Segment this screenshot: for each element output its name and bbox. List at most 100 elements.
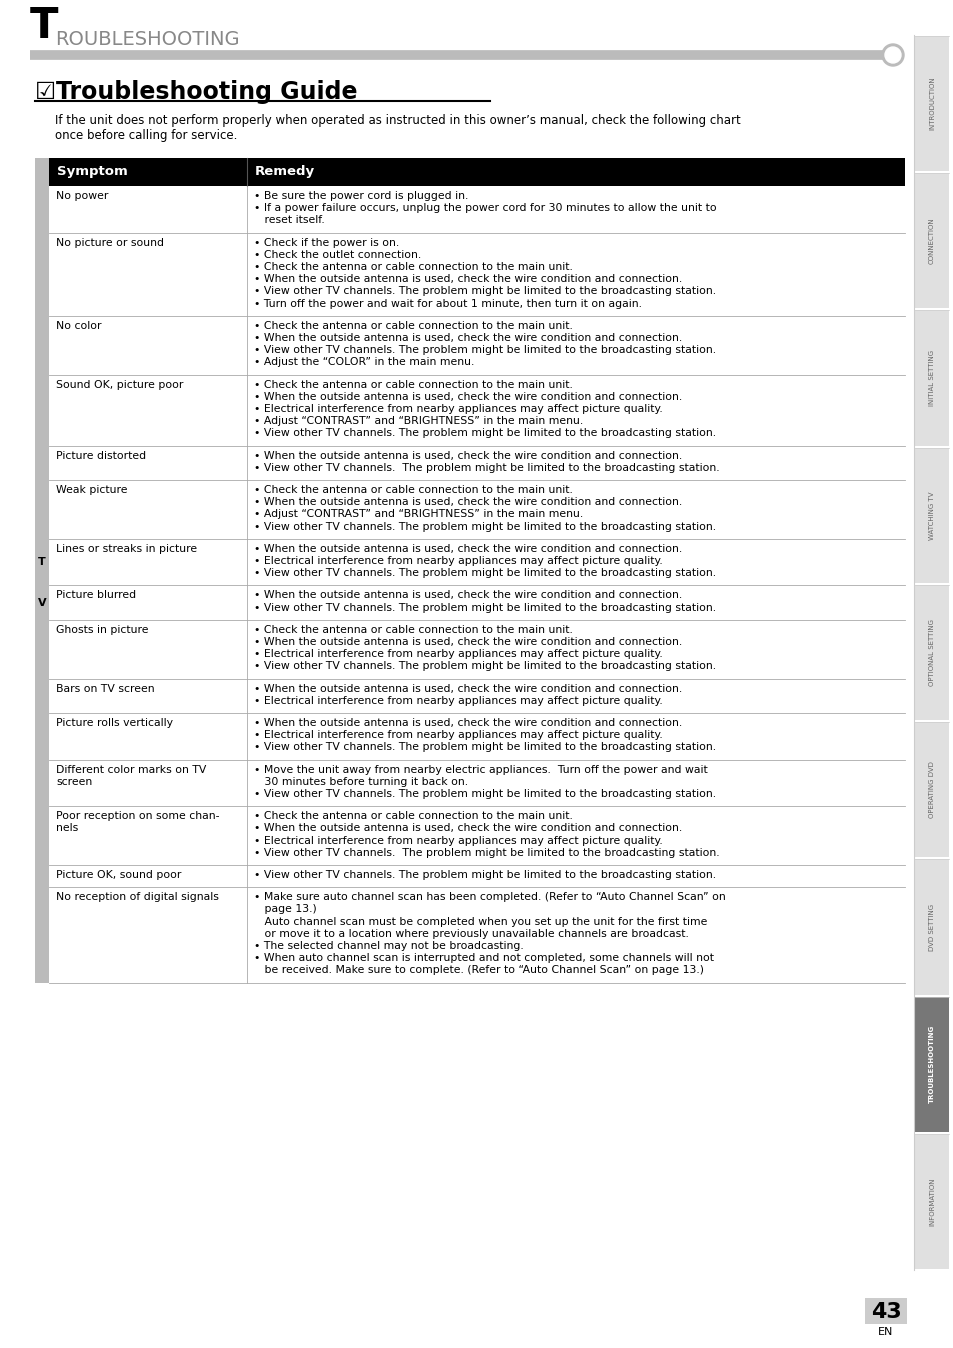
Text: Bars on TV screen: Bars on TV screen	[56, 683, 154, 694]
Text: • When the outside antenna is used, check the wire condition and connection.: • When the outside antenna is used, chec…	[253, 718, 681, 728]
Text: Lines or streaks in picture: Lines or streaks in picture	[56, 543, 197, 554]
Text: INTRODUCTION: INTRODUCTION	[928, 77, 934, 131]
Bar	[914, 174, 948, 309]
Text: be received. Make sure to complete. (Refer to “Auto Channel Scan” on page 13.): be received. Make sure to complete. (Ref…	[253, 965, 703, 976]
Text: • Check the antenna or cable connection to the main unit.: • Check the antenna or cable connection …	[253, 321, 572, 330]
Text: • When the outside antenna is used, check the wire condition and connection.: • When the outside antenna is used, chec…	[253, 333, 681, 342]
Bar	[49, 539, 904, 585]
Text: If the unit does not perform properly when operated as instructed in this owner’: If the unit does not perform properly wh…	[55, 115, 740, 127]
Text: Picture blurred: Picture blurred	[56, 590, 136, 600]
Text: or move it to a location where previously unavailable channels are broadcast.: or move it to a location where previousl…	[253, 929, 688, 938]
Text: • When the outside antenna is used, check the wire condition and connection.: • When the outside antenna is used, chec…	[253, 824, 681, 833]
Text: Picture OK, sound poor: Picture OK, sound poor	[56, 869, 181, 880]
Bar	[49, 865, 904, 887]
Text: CONNECTION: CONNECTION	[928, 217, 934, 264]
Text: • Turn off the power and wait for about 1 minute, then turn it on again.: • Turn off the power and wait for about …	[253, 299, 641, 309]
Text: Poor reception on some chan-: Poor reception on some chan-	[56, 811, 219, 821]
Text: • Check the antenna or cable connection to the main unit.: • Check the antenna or cable connection …	[253, 380, 572, 390]
Text: • Check the antenna or cable connection to the main unit.: • Check the antenna or cable connection …	[253, 262, 572, 272]
Text: Different color marks on TV: Different color marks on TV	[56, 764, 206, 775]
Text: INITIAL SETTING: INITIAL SETTING	[928, 350, 934, 406]
Text: • Move the unit away from nearby electric appliances.  Turn off the power and wa: • Move the unit away from nearby electri…	[253, 764, 707, 775]
Bar	[49, 480, 904, 539]
Text: Picture rolls vertically: Picture rolls vertically	[56, 718, 172, 728]
Bar	[914, 585, 948, 720]
Text: • Adjust the “COLOR” in the main menu.: • Adjust the “COLOR” in the main menu.	[253, 357, 474, 368]
Text: • View other TV channels. The problem might be limited to the broadcasting stati: • View other TV channels. The problem mi…	[253, 743, 716, 752]
Text: • Be sure the power cord is plugged in.: • Be sure the power cord is plugged in.	[253, 191, 468, 201]
Bar	[35, 158, 49, 983]
Bar	[49, 446, 904, 480]
Text: Symptom: Symptom	[57, 166, 128, 178]
Bar	[49, 315, 904, 375]
Text: Troubleshooting Guide: Troubleshooting Guide	[56, 80, 357, 104]
Bar	[49, 375, 904, 446]
Text: • Make sure auto channel scan has been completed. (Refer to “Auto Channel Scan” : • Make sure auto channel scan has been c…	[253, 892, 725, 902]
Text: • Check the antenna or cable connection to the main unit.: • Check the antenna or cable connection …	[253, 811, 572, 821]
Bar	[49, 760, 904, 806]
Text: • View other TV channels. The problem might be limited to the broadcasting stati: • View other TV channels. The problem mi…	[253, 603, 716, 612]
Bar	[914, 723, 948, 857]
Text: reset itself.: reset itself.	[253, 216, 324, 225]
Text: • Electrical interference from nearby appliances may affect picture quality.: • Electrical interference from nearby ap…	[253, 404, 662, 414]
Text: No reception of digital signals: No reception of digital signals	[56, 892, 218, 902]
Text: • View other TV channels. The problem might be limited to the broadcasting stati: • View other TV channels. The problem mi…	[253, 869, 716, 880]
Bar	[49, 620, 904, 678]
Bar	[49, 233, 904, 315]
Text: • Check the outlet connection.: • Check the outlet connection.	[253, 249, 421, 260]
Text: • View other TV channels. The problem might be limited to the broadcasting stati: • View other TV channels. The problem mi…	[253, 345, 716, 356]
Bar	[49, 158, 904, 186]
Bar	[914, 996, 948, 1132]
Text: • Adjust “CONTRAST” and “BRIGHTNESS” in the main menu.: • Adjust “CONTRAST” and “BRIGHTNESS” in …	[253, 417, 582, 426]
Bar	[49, 186, 904, 233]
Text: • When auto channel scan is interrupted and not completed, some channels will no: • When auto channel scan is interrupted …	[253, 953, 713, 964]
Text: Picture distorted: Picture distorted	[56, 450, 146, 461]
Bar	[49, 585, 904, 620]
Text: • When the outside antenna is used, check the wire condition and connection.: • When the outside antenna is used, chec…	[253, 392, 681, 402]
Text: screen: screen	[56, 776, 92, 787]
Text: Ghosts in picture: Ghosts in picture	[56, 625, 149, 635]
Text: TROUBLESHOOTING: TROUBLESHOOTING	[928, 1024, 934, 1103]
Text: • View other TV channels. The problem might be limited to the broadcasting stati: • View other TV channels. The problem mi…	[253, 522, 716, 531]
Text: • When the outside antenna is used, check the wire condition and connection.: • When the outside antenna is used, chec…	[253, 274, 681, 284]
Bar	[914, 859, 948, 995]
Text: V: V	[38, 597, 47, 608]
Text: • Electrical interference from nearby appliances may affect picture quality.: • Electrical interference from nearby ap…	[253, 731, 662, 740]
Bar	[914, 1134, 948, 1268]
Text: nels: nels	[56, 824, 78, 833]
Text: T: T	[30, 5, 58, 47]
Text: • View other TV channels. The problem might be limited to the broadcasting stati: • View other TV channels. The problem mi…	[253, 789, 716, 799]
Text: OPTIONAL SETTING: OPTIONAL SETTING	[928, 619, 934, 686]
Text: 43: 43	[870, 1302, 901, 1322]
Text: • Check the antenna or cable connection to the main unit.: • Check the antenna or cable connection …	[253, 485, 572, 495]
Text: • View other TV channels. The problem might be limited to the broadcasting stati: • View other TV channels. The problem mi…	[253, 429, 716, 438]
Text: • Electrical interference from nearby appliances may affect picture quality.: • Electrical interference from nearby ap…	[253, 650, 662, 659]
Text: • Check the antenna or cable connection to the main unit.: • Check the antenna or cable connection …	[253, 625, 572, 635]
Text: • View other TV channels. The problem might be limited to the broadcasting stati: • View other TV channels. The problem mi…	[253, 569, 716, 578]
Text: • The selected channel may not be broadcasting.: • The selected channel may not be broadc…	[253, 941, 523, 950]
Circle shape	[884, 47, 900, 63]
Text: ROUBLESHOOTING: ROUBLESHOOTING	[55, 30, 239, 49]
Bar	[49, 806, 904, 865]
Bar	[914, 448, 948, 582]
Text: Weak picture: Weak picture	[56, 485, 128, 495]
Text: ☑: ☑	[35, 80, 56, 104]
Text: No picture or sound: No picture or sound	[56, 237, 164, 248]
Text: Remedy: Remedy	[254, 166, 314, 178]
Text: • View other TV channels. The problem might be limited to the broadcasting stati: • View other TV channels. The problem mi…	[253, 662, 716, 671]
Text: • If a power failure occurs, unplug the power cord for 30 minutes to allow the u: • If a power failure occurs, unplug the …	[253, 204, 716, 213]
Text: 30 minutes before turning it back on.: 30 minutes before turning it back on.	[253, 776, 468, 787]
Text: INFORMATION: INFORMATION	[928, 1177, 934, 1225]
Text: • View other TV channels. The problem might be limited to the broadcasting stati: • View other TV channels. The problem mi…	[253, 286, 716, 297]
Bar	[914, 36, 948, 171]
Text: • When the outside antenna is used, check the wire condition and connection.: • When the outside antenna is used, chec…	[253, 683, 681, 694]
Text: T: T	[38, 557, 46, 568]
Bar	[864, 1298, 906, 1324]
Text: • When the outside antenna is used, check the wire condition and connection.: • When the outside antenna is used, chec…	[253, 450, 681, 461]
Text: EN: EN	[878, 1326, 893, 1337]
Text: WATCHING TV: WATCHING TV	[928, 491, 934, 539]
Text: once before calling for service.: once before calling for service.	[55, 129, 237, 142]
Text: Sound OK, picture poor: Sound OK, picture poor	[56, 380, 183, 390]
Text: page 13.): page 13.)	[253, 905, 316, 914]
Text: • Electrical interference from nearby appliances may affect picture quality.: • Electrical interference from nearby ap…	[253, 696, 662, 706]
